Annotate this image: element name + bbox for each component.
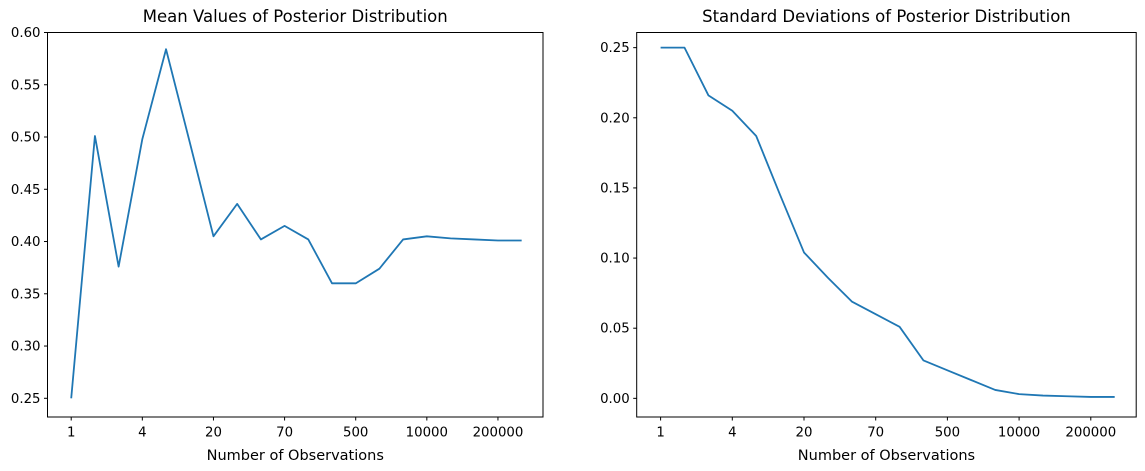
y-tick-label: 0.25 (600, 41, 630, 56)
y-tick-label: 0.25 (11, 392, 41, 407)
series-line (660, 46, 1115, 398)
x-axis-label: Number of Observations (207, 448, 384, 464)
y-tick-label: 0.00 (600, 392, 630, 407)
y-tick-label: 0.15 (600, 181, 630, 196)
y-tick-label: 0.50 (11, 131, 41, 146)
y-tick-label: 0.10 (600, 252, 630, 267)
chart-title: Mean Values of Posterior Distribution (143, 7, 448, 26)
x-axis-label: Number of Observations (798, 448, 975, 464)
x-tick-label: 70 (867, 426, 884, 441)
y-tick-label: 0.30 (11, 340, 41, 355)
x-tick-label: 500 (935, 426, 960, 441)
y-tick-label: 0.05 (600, 322, 630, 337)
x-tick-label: 20 (205, 426, 222, 441)
x-tick-label: 4 (138, 426, 146, 441)
y-tick-label: 0.40 (11, 235, 41, 250)
y-tick-label: 0.45 (11, 183, 41, 198)
x-tick-label: 1 (67, 426, 75, 441)
y-tick-label: 0.20 (600, 111, 630, 126)
x-tick-label: 500 (343, 426, 368, 441)
x-tick-label: 70 (276, 426, 293, 441)
x-tick-label: 200000 (1065, 426, 1116, 441)
mean-values-chart: 0.25 0.30 0.35 0.40 0.45 0.50 0.55 0.60 1 4 20 70 50… (11, 7, 544, 464)
x-tick-label: 10000 (998, 426, 1040, 441)
x-tick-label: 4 (728, 426, 736, 441)
x-tick-label: 20 (796, 426, 813, 441)
x-tick-label: 200000 (473, 426, 524, 441)
y-tick-label: 0.60 (11, 26, 41, 41)
y-tick-label: 0.55 (11, 78, 41, 93)
standard-deviations-chart: 0.00 0.05 0.10 0.15 0.20 0.25 1 4 20 70 500 10000 20… (600, 7, 1137, 464)
series-line (70, 48, 522, 399)
plot-border (47, 32, 544, 418)
plot-border (636, 32, 1137, 418)
x-tick-label: 1 (656, 426, 664, 441)
x-tick-label: 10000 (406, 426, 448, 441)
y-tick-label: 0.35 (11, 287, 41, 302)
chart-title: Standard Deviations of Posterior Distrib… (702, 7, 1071, 26)
